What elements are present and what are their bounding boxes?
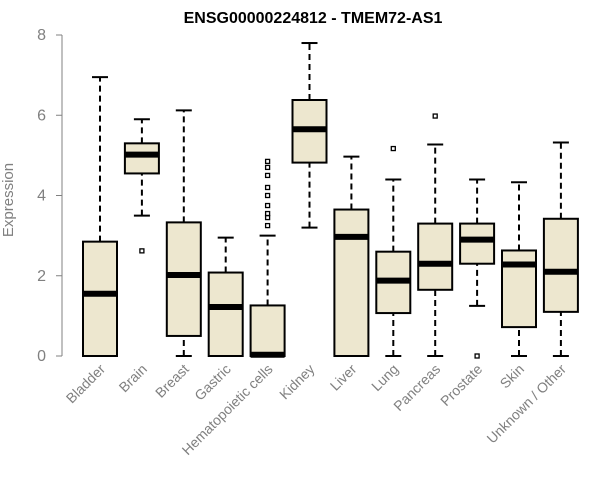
x-tick-label: Unknown / Other (483, 361, 569, 447)
outlier-point (264, 192, 271, 199)
box-brain (123, 118, 160, 254)
box-hematopoietic-cells (249, 158, 286, 358)
y-tick-label: 6 (37, 107, 46, 124)
outlier-point (432, 113, 438, 119)
y-tick-label: 4 (37, 188, 46, 205)
outlier-point (264, 202, 271, 209)
y-tick-label: 2 (37, 268, 46, 285)
x-tick-label: Brain (116, 361, 150, 395)
boxes-group (82, 42, 579, 359)
outlier-point (390, 145, 396, 152)
box-unknown-other (542, 141, 579, 357)
box-kidney (291, 42, 328, 229)
iqr-box (82, 240, 118, 357)
outlier-point (264, 210, 271, 217)
x-tick-label: Liver (327, 361, 360, 394)
outlier-point (474, 353, 480, 359)
y-tick-label: 0 (37, 348, 46, 365)
x-tick-label: Prostate (437, 361, 485, 409)
outlier-point (264, 184, 271, 191)
box-skin (501, 181, 537, 357)
box-liver (333, 155, 370, 357)
box-gastric (207, 236, 244, 358)
outlier-point (139, 248, 145, 254)
chart-title: ENSG00000224812 - TMEM72-AS1 (184, 10, 443, 27)
y-tick-label: 8 (37, 27, 46, 44)
iqr-box (207, 271, 244, 358)
outlier-point (264, 164, 271, 171)
iqr-box (249, 304, 286, 358)
x-tick-label: Lung (368, 361, 401, 394)
box-lung (375, 145, 412, 357)
iqr-box (333, 208, 370, 357)
iqr-box (459, 222, 496, 265)
box-pancreas (417, 113, 454, 357)
box-prostate (459, 178, 496, 359)
x-tick-label: Pancreas (390, 361, 443, 414)
x-tick-label: Skin (497, 361, 528, 392)
iqr-box (123, 142, 160, 175)
x-tick-label: Kidney (276, 361, 318, 403)
y-axis-label: Expression (0, 163, 17, 237)
y-axis-ticks: 0 2 4 6 8 (37, 27, 62, 365)
x-tick-label: Bladder (63, 361, 109, 407)
iqr-box (542, 217, 579, 313)
x-tick-label: Breast (152, 361, 192, 401)
outlier-point (264, 158, 271, 165)
box-bladder (82, 76, 118, 357)
iqr-box (417, 222, 454, 291)
iqr-box (165, 221, 202, 337)
outlier-point (264, 172, 271, 179)
box-breast (165, 109, 202, 357)
outlier-point (264, 222, 271, 229)
